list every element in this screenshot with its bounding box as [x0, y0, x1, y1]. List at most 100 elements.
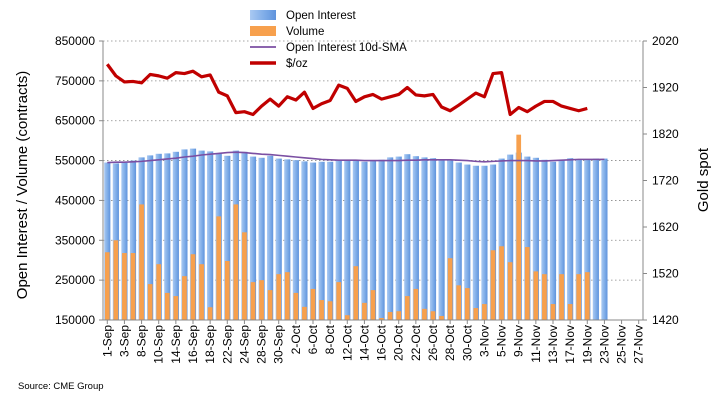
- x-tick-label: 14-Sep: [169, 325, 183, 364]
- volume-bar: [379, 318, 384, 320]
- x-tick-label: 12-Oct: [340, 324, 354, 361]
- series-lines: [105, 63, 605, 164]
- open-interest-bar: [369, 160, 377, 320]
- volume-bar: [156, 264, 162, 320]
- volume-bar: [250, 282, 256, 320]
- volume-bar: [413, 288, 419, 320]
- open-interest-bar: [249, 156, 257, 320]
- gold-price-line: [105, 63, 588, 117]
- right-tick-label: 1820: [652, 127, 679, 141]
- open-interest-bar: [464, 164, 471, 320]
- left-tick-label: 650000: [55, 114, 95, 128]
- volume-bar: [284, 272, 290, 320]
- open-interest-bar: [361, 161, 368, 320]
- open-interest-bar: [352, 160, 359, 320]
- legend: Open Interest Volume Open Interest 10d-SMA…: [250, 10, 407, 70]
- x-tick-label: 25-Nov: [615, 325, 629, 364]
- open-interest-bar: [327, 161, 334, 320]
- legend-swatch-open-interest: [250, 10, 276, 20]
- x-tick-label: 20-Oct: [392, 324, 406, 361]
- right-tick-label: 1420: [652, 313, 679, 327]
- x-tick-label: 2-Oct: [289, 324, 303, 354]
- legend-label: Open Interest 10d-SMA: [286, 42, 407, 54]
- open-interest-bar: [507, 154, 514, 320]
- left-tick-label: 250000: [55, 273, 95, 287]
- x-tick-label: 11-Nov: [529, 325, 543, 363]
- volume-bar: [567, 304, 573, 320]
- open-interest-bar: [404, 154, 411, 320]
- open-interest-bar: [181, 149, 188, 320]
- x-tick-label: 6-Oct: [306, 324, 320, 354]
- volume-bar: [130, 253, 136, 320]
- legend-label: Volume: [286, 26, 324, 38]
- volume-bar: [542, 274, 547, 320]
- open-interest-bar: [541, 159, 548, 320]
- right-axis-ticks: 1420 1520 1620 1720 1820 1920 2020: [643, 34, 679, 327]
- volume-bar: [422, 308, 427, 320]
- volume-bar: [482, 304, 487, 320]
- open-interest-bar: [335, 160, 342, 320]
- open-interest-bar: [129, 160, 137, 320]
- open-interest-bar: [301, 161, 308, 320]
- open-interest-bar: [378, 159, 385, 320]
- x-tick-label: 1-Sep: [100, 325, 114, 357]
- x-tick-label: 24-Sep: [237, 325, 251, 364]
- open-interest-bar: [147, 155, 154, 320]
- open-interest-bar: [601, 158, 608, 320]
- x-tick-label: 22-Sep: [220, 325, 234, 364]
- volume-bar: [473, 308, 479, 320]
- open-interest-bar: [429, 158, 437, 320]
- volume-bar: [207, 307, 213, 320]
- sma-line: [107, 151, 605, 164]
- volume-bar: [507, 262, 513, 320]
- volume-bar: [362, 302, 367, 320]
- x-tick-label: 23-Nov: [597, 325, 611, 364]
- open-interest-bar: [455, 162, 462, 320]
- open-interest-bar: [412, 156, 419, 320]
- open-interest-bar: [258, 157, 265, 320]
- open-interest-bar: [549, 161, 557, 320]
- x-tick-label: 13-Nov: [546, 325, 560, 364]
- volume-bar: [302, 306, 307, 320]
- open-interest-bar: [318, 161, 325, 320]
- volume-bar: [344, 315, 350, 320]
- volume-bar: [430, 311, 436, 320]
- open-interest-bar: [567, 158, 574, 320]
- open-interest-bar: [224, 155, 231, 320]
- volume-bars: [104, 134, 590, 320]
- volume-bar: [259, 280, 264, 320]
- left-tick-label: 550000: [55, 154, 95, 168]
- open-interest-bar: [104, 162, 111, 320]
- open-interest-bar: [164, 153, 171, 320]
- volume-bar: [456, 285, 462, 320]
- open-interest-bar: [309, 162, 317, 320]
- volume-bar: [319, 300, 324, 320]
- x-tick-label: 17-Nov: [563, 325, 577, 364]
- open-interest-bar: [558, 159, 565, 320]
- left-tick-label: 150000: [55, 313, 95, 327]
- left-tick-label: 350000: [55, 233, 95, 247]
- open-interest-bar: [472, 165, 479, 320]
- volume-bar: [336, 282, 342, 320]
- x-tick-label: 3-Sep: [117, 325, 131, 357]
- open-interest-bar: [387, 157, 394, 320]
- open-interest-bar: [172, 151, 179, 320]
- volume-bar: [233, 204, 239, 320]
- x-tick-label: 10-Sep: [152, 325, 166, 364]
- right-tick-label: 1520: [652, 267, 679, 281]
- x-tick-label: 16-Oct: [375, 324, 389, 361]
- volume-bar: [499, 246, 504, 320]
- legend-label: Open Interest: [286, 10, 356, 22]
- volume-bar: [173, 296, 179, 320]
- x-tick-label: 28-Oct: [443, 324, 457, 361]
- volume-bar: [199, 264, 204, 320]
- volume-bar: [267, 290, 273, 320]
- legend-swatch-volume: [250, 26, 276, 36]
- left-axis-title: Open Interest / Volume (contracts): [14, 71, 31, 299]
- volume-bar: [464, 288, 470, 320]
- x-tick-label: 14-Oct: [357, 324, 371, 361]
- right-tick-label: 1920: [652, 81, 679, 95]
- open-interest-bar: [198, 150, 205, 320]
- volume-bar: [276, 274, 282, 320]
- open-interest-bar: [489, 164, 497, 320]
